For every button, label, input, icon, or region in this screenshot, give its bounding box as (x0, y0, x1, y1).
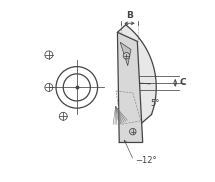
Polygon shape (117, 25, 156, 143)
Circle shape (123, 53, 130, 59)
Circle shape (129, 128, 136, 135)
Polygon shape (120, 42, 131, 66)
Text: 5°: 5° (150, 99, 159, 108)
Text: B: B (126, 11, 133, 20)
Polygon shape (117, 32, 143, 143)
Text: −12°: −12° (135, 156, 157, 165)
Text: C: C (179, 78, 186, 87)
